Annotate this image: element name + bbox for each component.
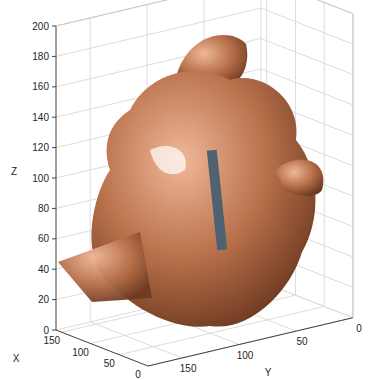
svg-text:X: X	[13, 353, 20, 364]
svg-text:0: 0	[356, 323, 362, 334]
svg-text:0: 0	[135, 369, 141, 380]
svg-text:120: 120	[32, 142, 49, 153]
svg-text:50: 50	[296, 336, 308, 347]
svg-text:180: 180	[32, 51, 49, 62]
svg-text:40: 40	[38, 264, 50, 275]
svg-text:Z: Z	[11, 166, 17, 177]
svg-text:150: 150	[43, 335, 60, 346]
svg-text:100: 100	[32, 173, 49, 184]
svg-text:60: 60	[38, 233, 50, 244]
svg-text:100: 100	[72, 347, 89, 358]
svg-text:80: 80	[38, 203, 50, 214]
svg-text:160: 160	[32, 81, 49, 92]
svg-text:20: 20	[38, 294, 50, 305]
svg-text:100: 100	[237, 350, 254, 361]
svg-text:140: 140	[32, 112, 49, 123]
svg-text:Y: Y	[265, 367, 272, 378]
svg-text:200: 200	[32, 21, 49, 32]
svg-text:0: 0	[43, 325, 49, 336]
svg-text:50: 50	[104, 358, 116, 369]
svg-text:150: 150	[180, 363, 197, 374]
